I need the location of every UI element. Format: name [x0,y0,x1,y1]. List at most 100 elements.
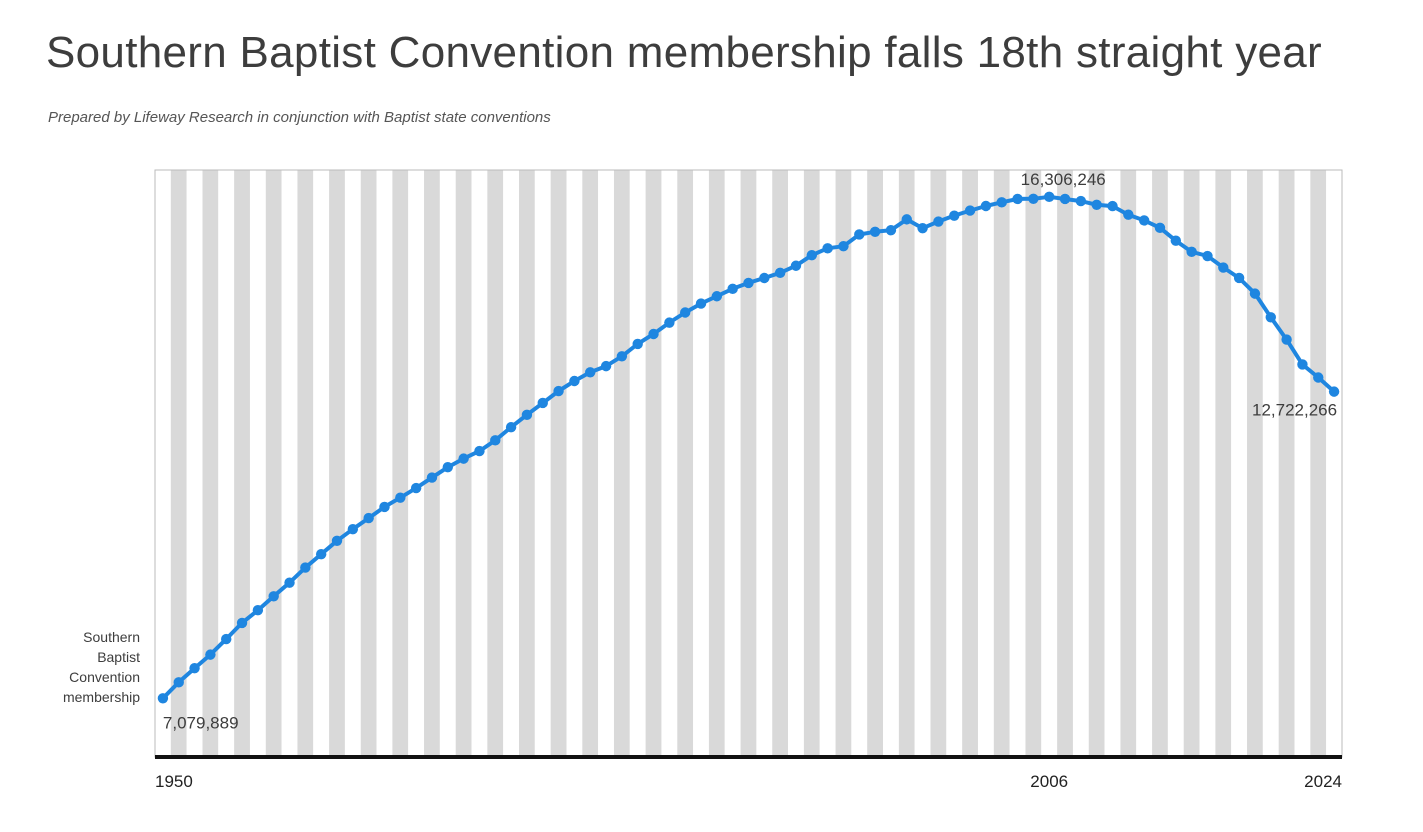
data-point-1968 [442,461,453,473]
year-stripe-1995 [867,170,884,757]
data-point-1981 [648,328,659,340]
data-point-2014 [1170,235,1182,246]
data-point-2019 [1249,288,1261,299]
data-point-1953 [205,649,216,660]
year-stripe-2021 [1278,170,1295,757]
data-point-1962 [347,523,359,535]
data-point-1966 [410,482,422,494]
year-stripe-1996 [883,170,899,757]
value-annotations: 7,079,889 16,306,246 12,722,266 [163,170,1337,732]
data-point-1976 [569,375,580,387]
data-point-1972 [505,422,517,433]
data-point-1999 [933,216,944,227]
year-stripe-1980 [629,170,646,757]
data-point-1965 [395,492,406,503]
year-stripe-1962 [344,170,361,757]
year-stripe-1998 [914,170,931,757]
data-point-2002 [980,200,992,212]
year-stripe-1956 [249,170,266,757]
data-point-2016 [1202,250,1213,262]
data-point-2023 [1313,372,1324,383]
data-point-1950 [157,693,169,704]
data-point-1987 [743,277,754,289]
year-stripe-2012 [1136,170,1153,757]
year-stripe-1974 [534,170,551,757]
year-stripe-1955 [234,170,250,757]
data-point-2018 [1233,272,1245,284]
data-point-2022 [1297,359,1308,370]
year-stripe-1961 [329,170,345,757]
x-axis-tick-labels: 1950 2006 2024 [155,772,1342,791]
year-stripe-2023 [1310,170,1327,757]
data-point-2012 [1138,215,1150,226]
year-stripe-2014 [1167,170,1184,757]
year-stripe-1971 [487,170,504,757]
data-point-1969 [458,453,469,464]
data-point-1971 [490,435,501,446]
data-point-1967 [426,472,438,483]
year-stripe-1965 [392,170,409,757]
x-tick-label-2006: 2006 [1030,772,1068,791]
year-stripe-2004 [1009,170,1026,757]
year-stripe-1981 [645,170,662,757]
year-stripe-2007 [1057,170,1073,757]
year-stripe-1992 [819,170,836,757]
year-stripe-1954 [218,170,235,757]
year-stripe-2003 [993,170,1010,757]
year-stripe-2018 [1231,170,1248,757]
chart-subtitle: Prepared by Lifeway Research in conjunct… [48,109,551,126]
year-stripe-2019 [1247,170,1263,757]
data-point-1992 [822,243,833,254]
data-point-1984 [695,298,707,309]
x-tick-label-2024: 2024 [1304,772,1342,791]
data-point-1961 [331,535,343,546]
year-stripe-2015 [1183,170,1200,757]
data-point-2010 [1107,200,1118,212]
data-point-2006 [1044,191,1055,203]
year-stripe-1988 [756,170,773,757]
year-stripe-2022 [1294,170,1311,757]
year-stripe-1987 [740,170,757,757]
year-stripe-1984 [693,170,709,757]
series-label-line: Convention [69,669,140,685]
year-stripe-1993 [835,170,852,757]
data-point-1996 [885,225,897,236]
data-point-2003 [996,197,1007,208]
data-point-1986 [727,283,738,295]
data-point-1977 [585,367,596,378]
year-stripe-1953 [202,170,219,757]
data-point-2011 [1123,209,1134,220]
year-stripe-2013 [1152,170,1168,757]
data-point-1951 [173,677,184,688]
series-points [157,191,1340,704]
year-stripes [155,170,1342,757]
chart-title: Southern Baptist Convention membership f… [46,28,1323,77]
data-point-1979 [616,351,628,362]
data-point-1954 [221,633,232,645]
data-point-1974 [537,397,548,409]
data-point-1991 [806,250,818,261]
year-stripe-2008 [1072,170,1089,757]
year-stripe-1989 [772,170,789,757]
data-point-2009 [1091,199,1102,210]
year-stripe-1950 [155,170,171,757]
year-stripe-1977 [582,170,599,757]
year-stripe-1957 [265,170,282,757]
data-point-1973 [521,409,533,421]
data-point-1955 [236,617,248,629]
series-label-line: Southern [83,629,140,645]
year-stripe-1982 [661,170,678,757]
data-point-2008 [1075,195,1087,207]
data-point-2007 [1059,193,1071,205]
year-stripe-1952 [186,170,203,757]
year-stripe-2009 [1088,170,1105,757]
data-point-1998 [917,222,928,234]
data-point-1956 [252,605,264,616]
data-point-1994 [854,229,865,240]
data-point-1982 [664,317,675,328]
data-point-1995 [869,226,881,237]
data-point-1989 [774,267,786,279]
year-stripe-1986 [724,170,741,757]
data-point-1964 [379,501,390,513]
